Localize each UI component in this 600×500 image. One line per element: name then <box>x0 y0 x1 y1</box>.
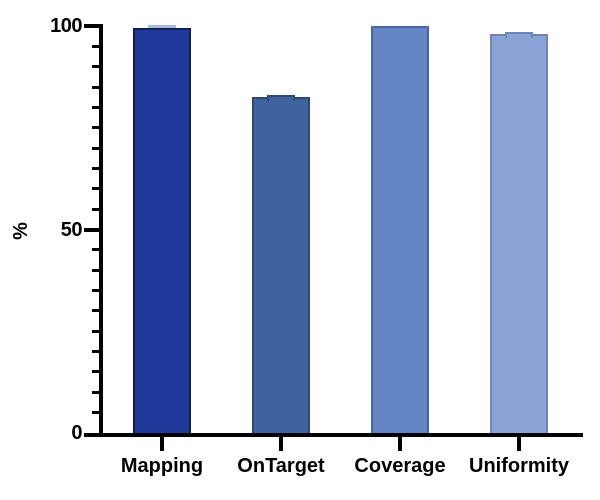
y-minor-tick <box>92 126 103 130</box>
y-axis-line <box>99 24 103 437</box>
y-minor-tick <box>92 329 103 333</box>
x-tick <box>160 435 164 451</box>
y-minor-tick <box>92 166 103 170</box>
y-minor-tick <box>92 411 103 415</box>
y-tick-label: 50 <box>60 218 83 241</box>
y-minor-tick <box>92 350 103 354</box>
bar-ontarget <box>252 97 310 433</box>
x-tick-label: Mapping <box>120 455 204 477</box>
bar-uniformity <box>490 34 548 433</box>
error-cap <box>505 32 533 39</box>
y-minor-tick <box>92 289 103 293</box>
y-tick-label: 100 <box>50 15 82 37</box>
y-minor-tick <box>92 146 103 150</box>
x-axis-line <box>84 433 583 437</box>
y-minor-tick <box>92 248 103 252</box>
bar-coverage <box>371 26 429 433</box>
y-minor-tick <box>92 207 103 211</box>
y-minor-tick <box>92 268 103 272</box>
y-minor-tick <box>92 187 103 191</box>
y-minor-tick <box>92 65 103 69</box>
y-major-tick <box>84 24 103 28</box>
x-tick-label: Uniformity <box>469 455 569 477</box>
bar-mapping <box>133 28 191 433</box>
error-cap <box>267 95 295 102</box>
y-minor-tick <box>92 85 103 89</box>
y-minor-tick <box>92 370 103 374</box>
y-minor-tick <box>92 44 103 48</box>
x-tick <box>279 435 283 451</box>
x-tick <box>398 435 402 451</box>
x-tick-label: Coverage <box>354 455 446 477</box>
y-minor-tick <box>92 309 103 313</box>
x-tick <box>517 435 521 451</box>
x-tick-label: OnTarget <box>237 455 325 477</box>
y-tick-label: 0 <box>71 422 82 444</box>
y-minor-tick <box>92 390 103 394</box>
y-major-tick <box>84 227 103 232</box>
error-cap <box>148 25 176 31</box>
y-minor-tick <box>92 105 103 109</box>
